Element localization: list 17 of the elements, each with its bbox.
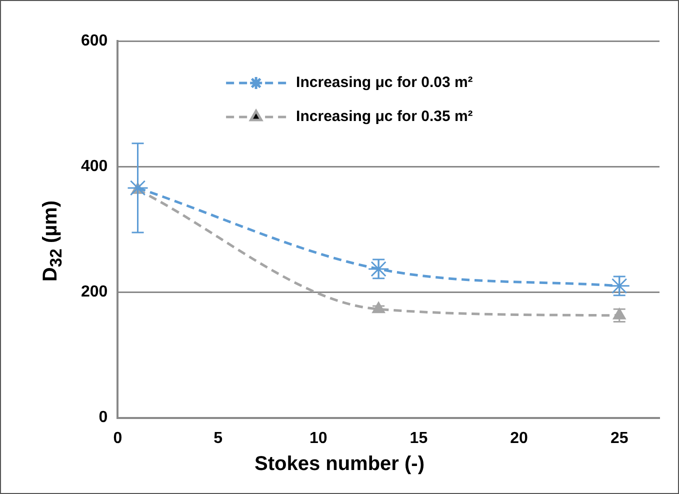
x-tick-label: 20 <box>510 430 528 447</box>
y-tick-label: 400 <box>80 158 108 176</box>
y-tick-label: 600 <box>80 32 108 50</box>
legend-label: Increasing μc for 0.03 m² <box>296 74 473 92</box>
x-tick-label: 10 <box>309 430 328 447</box>
x-tick-label: 25 <box>610 430 628 447</box>
legend-label: Increasing μc for 0.35 m² <box>296 108 473 126</box>
point <box>368 258 390 280</box>
point <box>372 302 386 314</box>
x-axis-title: Stokes number (-) <box>253 453 426 476</box>
point <box>612 308 626 320</box>
point <box>608 275 630 297</box>
x-tick-label: 0 <box>113 430 122 447</box>
y-tick-label: 0 <box>98 409 108 426</box>
y-tick-label: 200 <box>80 284 108 301</box>
x-tick-label: 5 <box>214 430 223 447</box>
x-tick-label: 15 <box>410 430 428 447</box>
